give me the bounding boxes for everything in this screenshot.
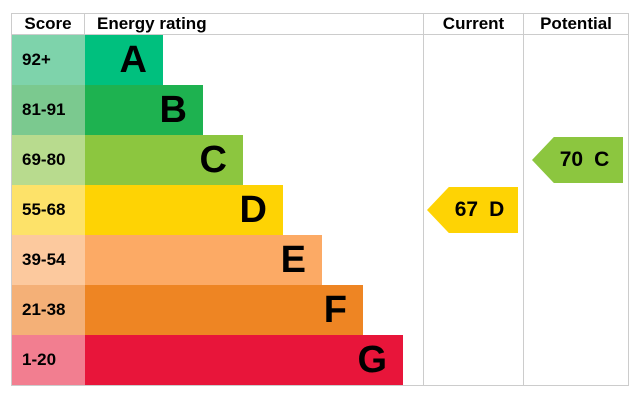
energy-bar: D bbox=[85, 185, 283, 235]
band-row: E bbox=[85, 235, 423, 285]
energy-bar: F bbox=[85, 285, 363, 335]
band-letter: E bbox=[280, 239, 306, 281]
energy-rating-column-header: Energy rating bbox=[85, 14, 423, 35]
score-cell: 39-54 bbox=[12, 235, 85, 285]
potential-band-letter: C bbox=[594, 148, 610, 171]
score-cell: 1-20 bbox=[12, 335, 85, 385]
potential-column-header: Potential bbox=[523, 14, 628, 35]
band-letter: D bbox=[239, 189, 267, 231]
score-cell: 21-38 bbox=[12, 285, 85, 335]
potential-value: 70 bbox=[559, 148, 584, 171]
band-letter: G bbox=[357, 339, 387, 381]
energy-bar: A bbox=[85, 35, 163, 85]
potential-arrow: 70 C bbox=[532, 137, 623, 183]
band-row: A bbox=[85, 35, 423, 85]
band-row: B bbox=[85, 85, 423, 135]
energy-bar: E bbox=[85, 235, 322, 285]
band-row: F bbox=[85, 285, 423, 335]
current-column-header: Current bbox=[423, 14, 523, 35]
band-letter: A bbox=[119, 39, 147, 81]
energy-bar: B bbox=[85, 85, 203, 135]
current-value: 67 bbox=[454, 198, 479, 221]
epc-rating-table: Score Energy rating Current Potential 92… bbox=[11, 13, 629, 386]
current-band-letter: D bbox=[489, 198, 505, 221]
score-cell: 92+ bbox=[12, 35, 85, 85]
band-row: G bbox=[85, 335, 423, 385]
band-letter: C bbox=[199, 139, 227, 181]
current-arrow: 67 D bbox=[427, 187, 518, 233]
band-row: D bbox=[85, 185, 423, 235]
current-column: 67 D bbox=[423, 35, 523, 385]
energy-bar: C bbox=[85, 135, 243, 185]
score-cell: 69-80 bbox=[12, 135, 85, 185]
score-column-header: Score bbox=[12, 14, 85, 35]
band-letter: F bbox=[323, 289, 347, 331]
band-letter: B bbox=[159, 89, 187, 131]
energy-bar: G bbox=[85, 335, 403, 385]
score-cell: 55-68 bbox=[12, 185, 85, 235]
band-row: C bbox=[85, 135, 423, 185]
potential-column: 70 C bbox=[523, 35, 628, 385]
score-cell: 81-91 bbox=[12, 85, 85, 135]
